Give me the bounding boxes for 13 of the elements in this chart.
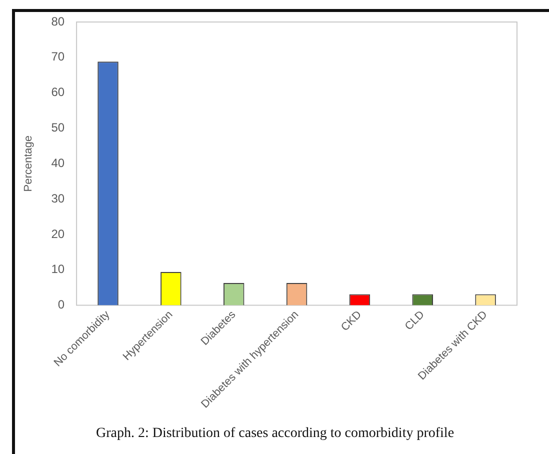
y-tick-label: 50 xyxy=(51,120,65,135)
x-tick-label: CKD xyxy=(339,308,364,334)
y-tick-label: 10 xyxy=(51,262,65,276)
y-tick-label: 60 xyxy=(51,85,65,100)
y-tick-label: 30 xyxy=(51,191,65,206)
y-tick-label: 20 xyxy=(51,226,65,241)
y-tick-label: 70 xyxy=(51,50,65,64)
y-tick-label: 0 xyxy=(58,298,65,312)
y-tick-label: 80 xyxy=(51,14,65,28)
text: Graph. 2: Distribution of cases according to comorbidity profile xyxy=(96,426,454,441)
y-tick-label: 40 xyxy=(51,156,65,170)
y-axis-title: Percentage xyxy=(22,136,35,192)
x-tick-label: CLD xyxy=(402,308,427,333)
